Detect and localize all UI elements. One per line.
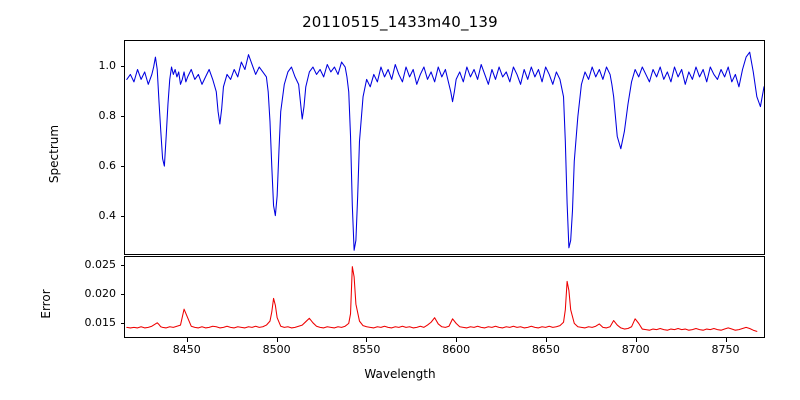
error-plot-area: [124, 256, 765, 338]
y-tick-mark-error: [120, 264, 124, 266]
y-tick-label-error: 0.020: [84, 286, 117, 300]
y-tick-mark-spectrum: [120, 66, 124, 68]
x-tick-mark: [186, 338, 188, 342]
x-tick-label: 8500: [262, 343, 291, 356]
y-tick-mark-error: [120, 293, 124, 295]
x-tick-mark: [456, 338, 458, 342]
x-tick-label: 8450: [172, 343, 201, 356]
y-tick-mark-spectrum: [120, 116, 124, 118]
x-tick-label: 8550: [352, 343, 381, 356]
y-axis-label-error: Error: [39, 289, 53, 319]
y-tick-mark-error: [120, 322, 124, 324]
x-tick-label: 8650: [531, 343, 560, 356]
y-tick-label-error: 0.015: [84, 315, 117, 329]
y-tick-label-spectrum: 0.8: [98, 109, 117, 123]
x-tick-mark: [276, 338, 278, 342]
spectrum-line-series: [125, 41, 764, 254]
x-tick-label: 8750: [711, 343, 740, 356]
x-axis-label: Wavelength: [364, 367, 436, 381]
y-tick-label-error: 0.025: [84, 257, 117, 271]
x-tick-mark: [725, 338, 727, 342]
spectrum-plot-area: [124, 40, 765, 255]
y-tick-label-spectrum: 0.4: [98, 209, 117, 223]
figure-title: 20110515_1433m40_139: [302, 13, 498, 31]
error-line-series: [125, 257, 764, 337]
x-tick-mark: [366, 338, 368, 342]
y-tick-label-spectrum: 1.0: [98, 59, 117, 73]
y-tick-label-spectrum: 0.6: [98, 159, 117, 173]
x-tick-label: 8700: [621, 343, 650, 356]
x-tick-mark: [635, 338, 637, 342]
x-tick-mark: [545, 338, 547, 342]
x-tick-label: 8600: [442, 343, 471, 356]
y-axis-label-spectrum: Spectrum: [47, 124, 61, 184]
y-tick-mark-spectrum: [120, 166, 124, 168]
y-tick-mark-spectrum: [120, 216, 124, 218]
